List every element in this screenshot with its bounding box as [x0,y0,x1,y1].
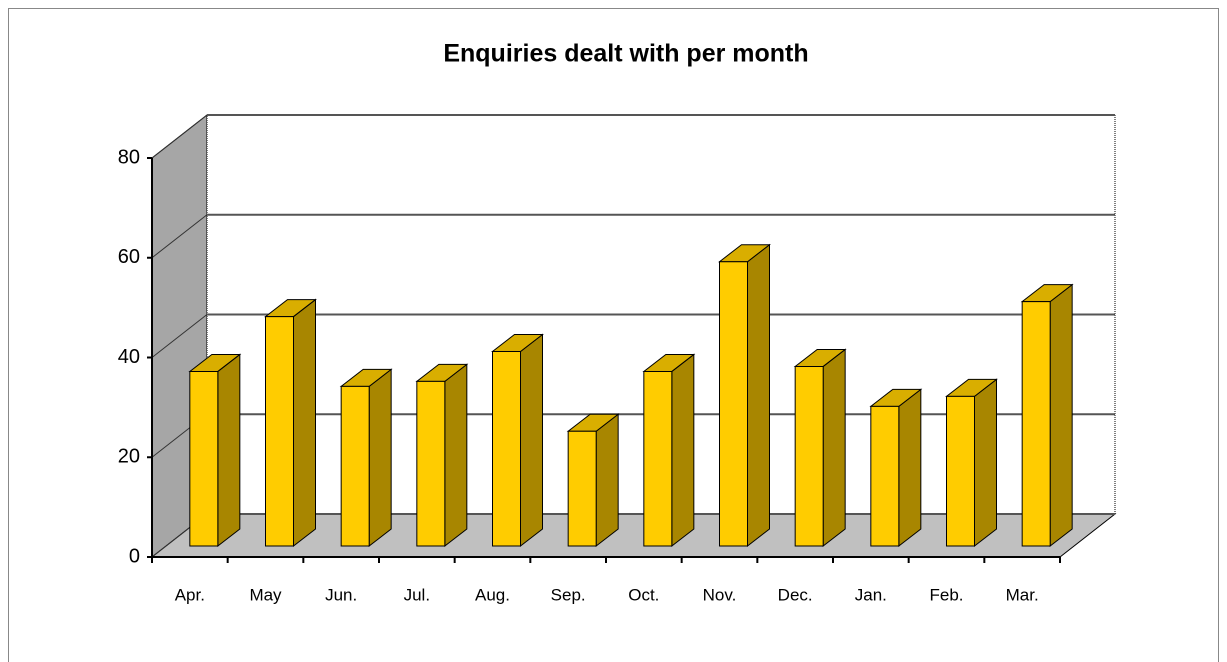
bar [1020,283,1074,548]
bar-front [794,365,824,547]
bar-front [946,395,975,547]
bar-side [293,298,316,548]
y-tick-label: 60 [118,246,140,268]
bar [793,348,847,548]
bar-front [340,385,370,547]
bar [188,353,242,548]
bar-front [1021,301,1051,547]
x-tick-label: Feb. [929,585,963,604]
bar-front [492,350,521,547]
x-tick-label: Aug. [475,585,510,604]
bar-side [595,413,619,548]
x-tick-label: Sep. [551,585,586,604]
bar-side [898,388,922,548]
chart-title: Enquiries dealt with per month [443,40,808,68]
x-tick-label: Jan. [855,585,887,604]
bar-front [870,405,900,547]
bar [339,368,393,548]
bar-front [567,430,597,547]
x-tick-label: Jul. [404,585,430,604]
bar-side [1049,283,1073,548]
bar-side [671,353,695,548]
y-tick-label: 0 [129,545,140,567]
y-tick-label: 20 [118,446,140,468]
bar [415,363,469,548]
bar [566,413,620,548]
x-tick-label: Mar. [1006,585,1039,604]
bar-side [974,378,997,548]
bar-side [217,353,241,548]
grid-line [151,214,208,259]
x-tick-label: Dec. [778,585,813,604]
bar [718,243,771,548]
bar-front [189,370,219,547]
bar [491,333,544,548]
bar [945,378,998,548]
x-tick-label: Jun. [325,585,357,604]
x-tick-label: Oct. [628,585,659,604]
bar [869,388,923,548]
bar-front [719,261,748,547]
bar-side [822,348,846,548]
bar-front [643,370,673,547]
bar [264,298,317,548]
grid-line [151,314,208,358]
bar-side [368,368,392,548]
x-tick-label: Nov. [703,585,737,604]
bar-side [747,243,770,548]
bar-front [416,380,446,547]
y-tick-label: 80 [118,146,140,168]
bar [642,353,696,548]
x-tick-label: Apr. [175,585,205,604]
y-tick-label: 40 [118,346,140,368]
grid-line [151,114,208,159]
bar-front [265,316,294,547]
bar-side [444,363,468,548]
bar-side [520,333,543,548]
x-tick-label: May [249,585,282,604]
